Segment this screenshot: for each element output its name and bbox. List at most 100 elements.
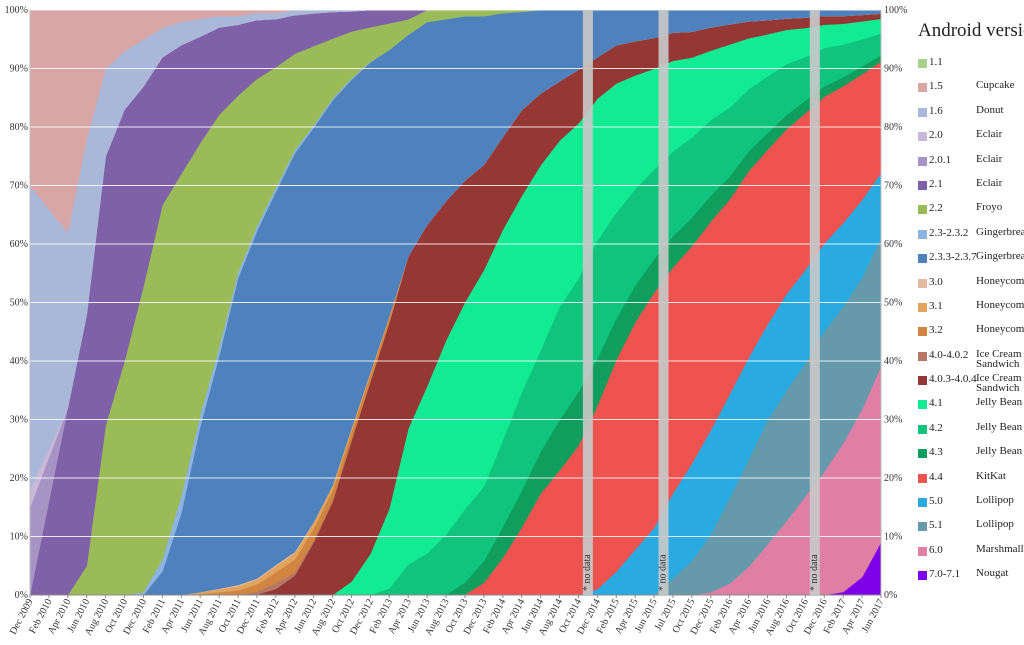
- legend-item: 1.1: [912, 56, 1022, 80]
- legend-name: Honeycomb: [976, 323, 1024, 336]
- legend-item: 4.0-4.0.2 Ice Cream Sandwich: [912, 347, 1022, 373]
- legend-version: 3.2: [929, 324, 943, 337]
- legend-version: 4.4: [929, 470, 943, 483]
- no-data-label: * no data: [658, 554, 669, 591]
- legend-version: 2.0.1: [929, 153, 951, 166]
- legend-item: 4.3 Jelly Bean: [912, 446, 1022, 470]
- legend-swatch: [918, 205, 927, 215]
- legend-swatch: [918, 498, 927, 508]
- legend-swatch: [918, 229, 927, 239]
- legend-swatch: [918, 180, 927, 190]
- legend-item: 2.2 Froyo: [912, 202, 1022, 226]
- legend-name: Lollipop: [976, 518, 1014, 531]
- legend-swatch: [918, 449, 927, 459]
- y-tick-label-left: 0%: [15, 590, 28, 601]
- legend-item: 3.1 Honeycomb: [912, 298, 1024, 324]
- y-tick-label-right: 40%: [884, 356, 902, 367]
- legend-version: 6.0: [929, 543, 943, 556]
- y-tick-label-left: 70%: [10, 181, 28, 192]
- legend-swatch: [918, 107, 927, 117]
- legend-version: 2.2: [929, 202, 943, 215]
- legend-version: 4.1: [929, 397, 943, 410]
- legend-swatch: [918, 522, 927, 532]
- legend-item: 5.0 Lollipop: [912, 495, 1022, 519]
- y-tick-label-left: 100%: [5, 5, 28, 16]
- legend-name: Nougat: [976, 567, 1009, 580]
- legend-version: 3.1: [929, 299, 943, 312]
- legend-item: 4.4 KitKat: [912, 469, 1022, 495]
- legend-name: Eclair: [976, 176, 1003, 189]
- legend-version: 4.2: [929, 421, 943, 434]
- legend-swatch: [918, 156, 927, 166]
- legend-item: 2.0 Eclair: [912, 129, 1022, 153]
- legend-swatch: [918, 546, 927, 556]
- y-tick-label-left: 10%: [10, 532, 28, 543]
- legend-item: 4.1 Jelly Bean: [912, 397, 1022, 421]
- y-tick-label-left: 90%: [10, 64, 28, 75]
- no-data-band: [582, 10, 593, 595]
- legend-item: 2.0.1 Eclair: [912, 152, 1022, 178]
- y-tick-label-left: 20%: [10, 473, 28, 484]
- legend-name: Ice Cream Sandwich: [976, 372, 1022, 395]
- legend-swatch: [918, 302, 927, 312]
- legend-swatch: [918, 473, 927, 483]
- legend-version: 1.5: [929, 80, 943, 93]
- legend-item: 4.2 Jelly Bean: [912, 421, 1022, 446]
- y-tick-label-right: 0%: [884, 590, 897, 601]
- y-tick-label-left: 60%: [10, 239, 28, 250]
- legend-item: 3.2 Honeycomb: [912, 323, 1024, 348]
- legend-name: Donut: [976, 103, 1004, 116]
- no-data-band: [658, 10, 669, 595]
- legend-name: Jelly Bean: [976, 396, 1023, 409]
- legend-item: 7.0-7.1 Nougat: [912, 568, 1022, 592]
- legend-name: Honeycomb: [976, 298, 1024, 311]
- y-tick-label-left: 40%: [10, 356, 28, 367]
- no-data-band: [809, 10, 820, 595]
- legend-item: 1.5 Cupcake: [912, 80, 1022, 104]
- y-tick-label-right: 70%: [884, 181, 902, 192]
- legend-item: 1.6 Donut: [912, 103, 1022, 129]
- legend-item: 2.3.3-2.3.7Gingerbread: [912, 250, 1024, 275]
- legend-item: 2.1 Eclair: [912, 176, 1022, 202]
- legend-version: 2.3.3-2.3.7: [929, 251, 977, 264]
- legend-swatch: [918, 59, 927, 68]
- legend-version: 7.0-7.1: [929, 568, 961, 581]
- no-data-label: * no data: [809, 554, 820, 591]
- legend-item: 5.1 Lollipop: [912, 519, 1022, 543]
- legend-name: Eclair: [976, 128, 1003, 141]
- legend-version: 4.0-4.0.2: [929, 348, 969, 361]
- legend-name: Jelly Bean: [976, 445, 1023, 458]
- legend-version: 2.3-2.3.2: [929, 226, 969, 239]
- y-tick-label-right: 100%: [884, 5, 907, 16]
- legend-version: 5.0: [929, 495, 943, 508]
- legend-name: Ice Cream Sandwich: [976, 347, 1022, 370]
- legend-item: 4.0.3-4.0.4 Ice Cream Sandwich: [912, 373, 1022, 397]
- legend-swatch: [918, 254, 927, 264]
- legend-swatch: [918, 327, 927, 337]
- legend-version: 1.1: [929, 56, 943, 68]
- legend-title: Android version: [918, 20, 1024, 41]
- legend-name: Eclair: [976, 152, 1003, 165]
- legend-swatch: [918, 83, 927, 93]
- legend-name: KitKat: [976, 469, 1006, 482]
- legend-name: Marshmallow: [976, 542, 1024, 555]
- y-tick-label-right: 50%: [884, 298, 902, 309]
- legend-name: Gingerbread: [976, 250, 1024, 263]
- y-tick-label-right: 80%: [884, 122, 902, 133]
- y-tick-label-right: 20%: [884, 473, 902, 484]
- y-tick-label-right: 30%: [884, 415, 902, 426]
- legend-swatch: [918, 424, 927, 434]
- legend-item: 6.0 Marshmallow: [912, 542, 1024, 568]
- y-tick-label-right: 60%: [884, 239, 902, 250]
- y-tick-label-left: 30%: [10, 415, 28, 426]
- legend-version: 3.0: [929, 275, 943, 288]
- legend-version: 2.1: [929, 177, 943, 190]
- legend-swatch: [918, 376, 927, 386]
- legend-item: 3.0 Honeycomb: [912, 275, 1024, 300]
- legend-version: 1.6: [929, 104, 943, 117]
- legend-swatch: [918, 400, 927, 410]
- legend-name: Lollipop: [976, 494, 1014, 507]
- legend: Android version 1.1 1.5 Cupcake 1.6 Donut 2.0…: [912, 20, 1024, 593]
- legend-version: 4.3: [929, 446, 943, 459]
